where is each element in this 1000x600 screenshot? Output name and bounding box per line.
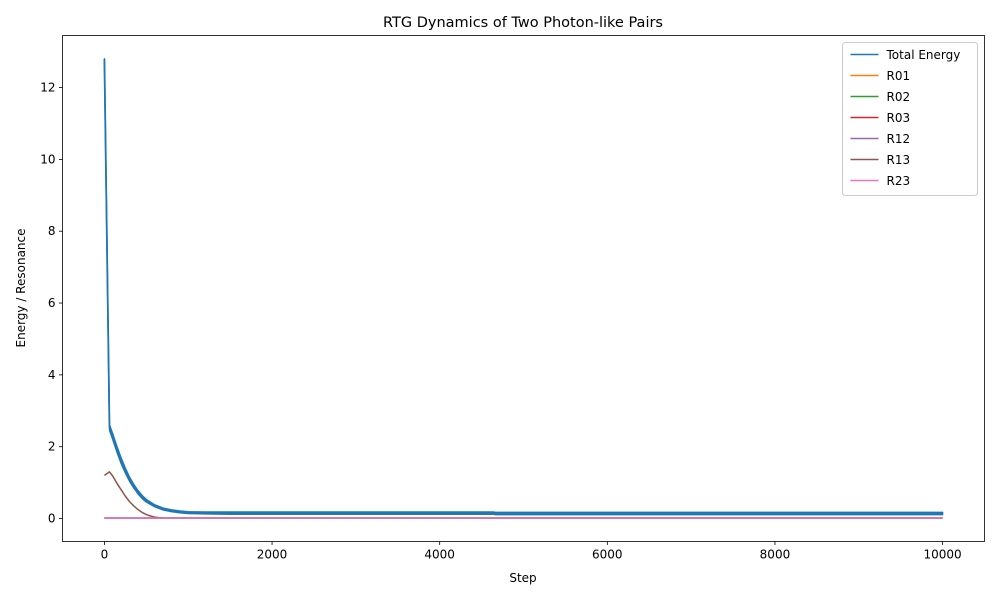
x-tick-label: 6000	[592, 548, 623, 562]
x-tick-label: 4000	[424, 548, 455, 562]
legend-box	[842, 42, 978, 196]
y-axis: 0 2 4 6 8 10 12	[40, 81, 63, 526]
legend-label: R23	[887, 174, 911, 188]
x-axis: 0 2000 4000 6000 8000 10000	[101, 541, 962, 562]
x-tick-label: 10000	[923, 548, 961, 562]
legend: Total Energy R01 R02 R03 R12 R13 R23	[842, 42, 978, 196]
y-tick-label: 4	[48, 368, 56, 382]
x-tick-label: 0	[101, 548, 109, 562]
y-tick-label: 8	[48, 224, 56, 238]
y-tick-label: 12	[40, 81, 55, 95]
legend-label: Total Energy	[886, 48, 961, 62]
legend-label: R12	[887, 132, 911, 146]
chart-title: RTG Dynamics of Two Photon-like Pairs	[383, 15, 663, 31]
y-tick-label: 10	[40, 152, 55, 166]
y-tick-label: 0	[48, 512, 56, 526]
x-tick-label: 2000	[257, 548, 288, 562]
y-axis-label: Energy / Resonance	[14, 228, 28, 347]
axes-frame	[62, 35, 985, 542]
x-tick-label: 8000	[760, 548, 791, 562]
plot-area	[103, 58, 944, 519]
legend-label: R02	[887, 90, 911, 104]
x-axis-label: Step	[509, 571, 536, 585]
legend-label: R01	[887, 69, 911, 83]
legend-label: R03	[887, 111, 911, 125]
series-total-energy-line	[103, 58, 943, 515]
y-tick-label: 6	[48, 296, 56, 310]
y-tick-label: 2	[48, 440, 56, 454]
legend-label: R13	[887, 153, 911, 167]
